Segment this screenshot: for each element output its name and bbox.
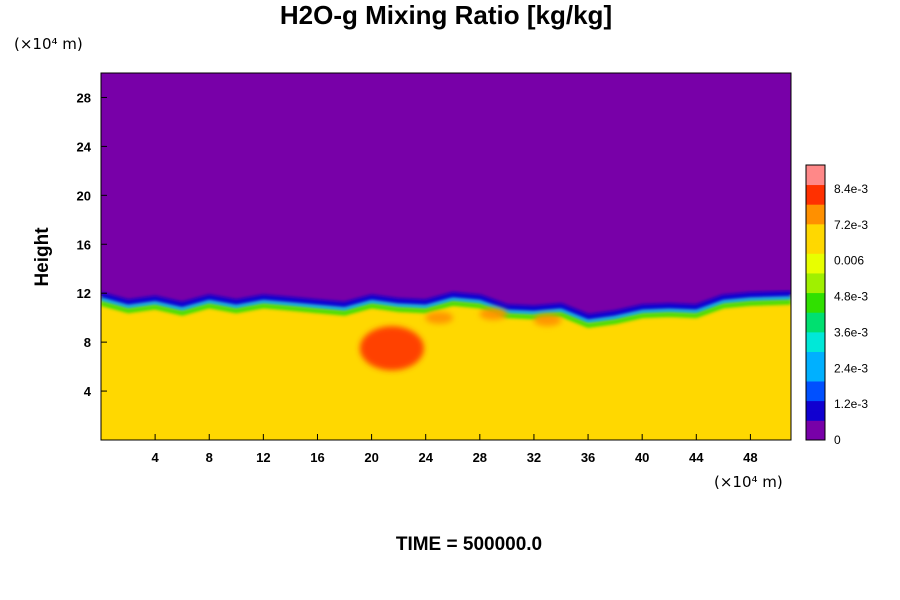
y-axis-ticks: 4 8 12 16 20 24 28 [77,90,107,399]
x-tick-label: 16 [310,450,324,465]
moist-patch [479,308,508,320]
colorbar-swatch [806,243,825,254]
y-tick-label: 24 [77,139,92,154]
colorbar-swatch [806,322,825,333]
moist-patches [359,308,562,371]
colorbar-swatch [806,263,825,274]
interface-green-band [101,300,791,328]
colorbar-swatch [806,361,825,372]
colorbar-tick-label: 4.8e-3 [834,290,868,304]
x-tick-label: 12 [256,450,270,465]
colorbar-swatch [806,341,825,353]
colorbar-ticks: 8.4e-3 7.2e-3 0.006 4.8e-3 3.6e-3 2.4e-3 1.2e-… [834,182,868,447]
y-tick-label: 20 [77,188,91,203]
colorbar-tick-label: 1.2e-3 [834,397,868,411]
y-axis-unit: (×10⁴ m) [14,35,83,53]
colorbar-swatch [806,165,825,176]
colorbar-swatch [806,400,825,411]
colorbar-swatch [806,381,825,392]
plot-frame [100,72,792,441]
colorbar-swatch [806,174,825,186]
y-tick-label: 16 [77,237,91,252]
colorbar-swatch [806,282,825,294]
y-tick-label: 8 [84,335,91,350]
moist-patch [425,311,454,324]
x-tick-label: 44 [689,450,704,465]
x-tick-label: 4 [152,450,160,465]
colorbar-swatch [806,273,825,284]
colorbar-swatch [806,253,825,264]
colorbar-swatch [806,410,825,421]
colorbar-swatch [806,233,825,244]
y-tick-label: 4 [84,384,92,399]
colorbar-swatch [806,312,825,323]
y-axis-label: Height [32,227,53,287]
x-tick-label: 36 [581,450,595,465]
x-tick-label: 20 [364,450,378,465]
x-tick-label: 48 [743,450,757,465]
colorbar-swatch [806,302,825,313]
colorbar-swatch [806,292,825,303]
colorbar-swatch [806,351,825,362]
y-tick-label: 12 [77,286,91,301]
heatmap-field [101,73,791,440]
x-axis-ticks: 4 8 12 16 20 24 28 32 36 40 44 48 [152,434,758,465]
time-label: TIME = 500000.0 [396,534,542,555]
colorbar-swatch [806,194,825,205]
colorbar-swatch [806,223,825,235]
colorbar-tick-label: 8.4e-3 [834,182,868,196]
colorbar-frame [805,164,826,441]
colorbar-swatch [806,184,825,195]
moist-patch [359,326,424,371]
interface-cyan-band [101,296,791,324]
chart-title: H2O-g Mixing Ratio [kg/kg] [280,0,612,30]
colorbar: 8.4e-3 7.2e-3 0.006 4.8e-3 3.6e-3 2.4e-3 1.2e-… [805,164,868,447]
colorbar-tick-label: 2.4e-3 [834,361,868,375]
colorbar-swatch [806,430,825,441]
colorbar-tick-label: 7.2e-3 [834,218,868,232]
x-tick-label: 24 [418,450,433,465]
colorbar-swatches [806,165,825,441]
x-tick-label: 28 [473,450,487,465]
colorbar-tick-label: 0.006 [834,254,864,268]
colorbar-swatch [806,420,825,431]
moist-patch [533,314,562,327]
interface-blue-band [101,290,791,322]
x-tick-label: 8 [206,450,213,465]
x-tick-label: 32 [527,450,541,465]
x-tick-label: 40 [635,450,649,465]
y-tick-label: 28 [77,90,91,105]
colorbar-tick-label: 0 [834,433,841,447]
colorbar-swatch [806,371,825,382]
colorbar-swatch [806,390,825,402]
colorbar-swatch [806,204,825,215]
colorbar-swatch [806,331,825,343]
x-axis-unit: (×10⁴ m) [714,473,783,491]
colorbar-swatch [806,214,825,225]
colorbar-tick-label: 3.6e-3 [834,325,868,339]
lower-moist-region [101,294,791,440]
